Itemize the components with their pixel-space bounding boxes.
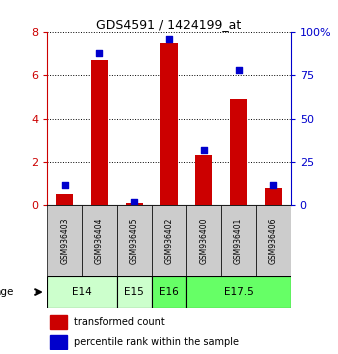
Bar	[160, 43, 178, 205]
Bar	[152, 276, 186, 308]
Text: GSM936400: GSM936400	[199, 217, 208, 264]
Text: GSM936406: GSM936406	[269, 217, 278, 264]
Point	[271, 182, 276, 187]
Bar	[152, 205, 186, 276]
Point	[131, 199, 137, 205]
Text: E16: E16	[159, 287, 179, 297]
Text: GSM936402: GSM936402	[165, 217, 173, 264]
Text: GSM936401: GSM936401	[234, 217, 243, 264]
Bar	[82, 205, 117, 276]
Bar	[47, 205, 82, 276]
Bar	[125, 203, 143, 205]
Point	[166, 36, 172, 42]
Text: GSM936404: GSM936404	[95, 217, 104, 264]
Text: E14: E14	[72, 287, 92, 297]
Title: GDS4591 / 1424199_at: GDS4591 / 1424199_at	[96, 18, 242, 31]
Text: transformed count: transformed count	[74, 318, 165, 327]
Bar	[50, 335, 67, 348]
Bar	[221, 205, 256, 276]
Text: GSM936405: GSM936405	[130, 217, 139, 264]
Bar	[186, 205, 221, 276]
Text: E17.5: E17.5	[224, 287, 254, 297]
Bar	[117, 205, 152, 276]
Point	[236, 67, 241, 73]
Point	[97, 50, 102, 56]
Text: GSM936403: GSM936403	[60, 217, 69, 264]
Bar	[265, 188, 282, 205]
Bar	[186, 276, 291, 308]
Bar	[117, 276, 152, 308]
Text: E15: E15	[124, 287, 144, 297]
Bar	[256, 205, 291, 276]
Bar	[91, 60, 108, 205]
Bar	[50, 315, 67, 329]
Text: age: age	[0, 287, 14, 297]
Bar	[56, 194, 73, 205]
Bar	[195, 155, 213, 205]
Bar	[230, 99, 247, 205]
Point	[201, 147, 207, 153]
Text: percentile rank within the sample: percentile rank within the sample	[74, 337, 239, 347]
Bar	[47, 276, 117, 308]
Point	[62, 182, 67, 187]
